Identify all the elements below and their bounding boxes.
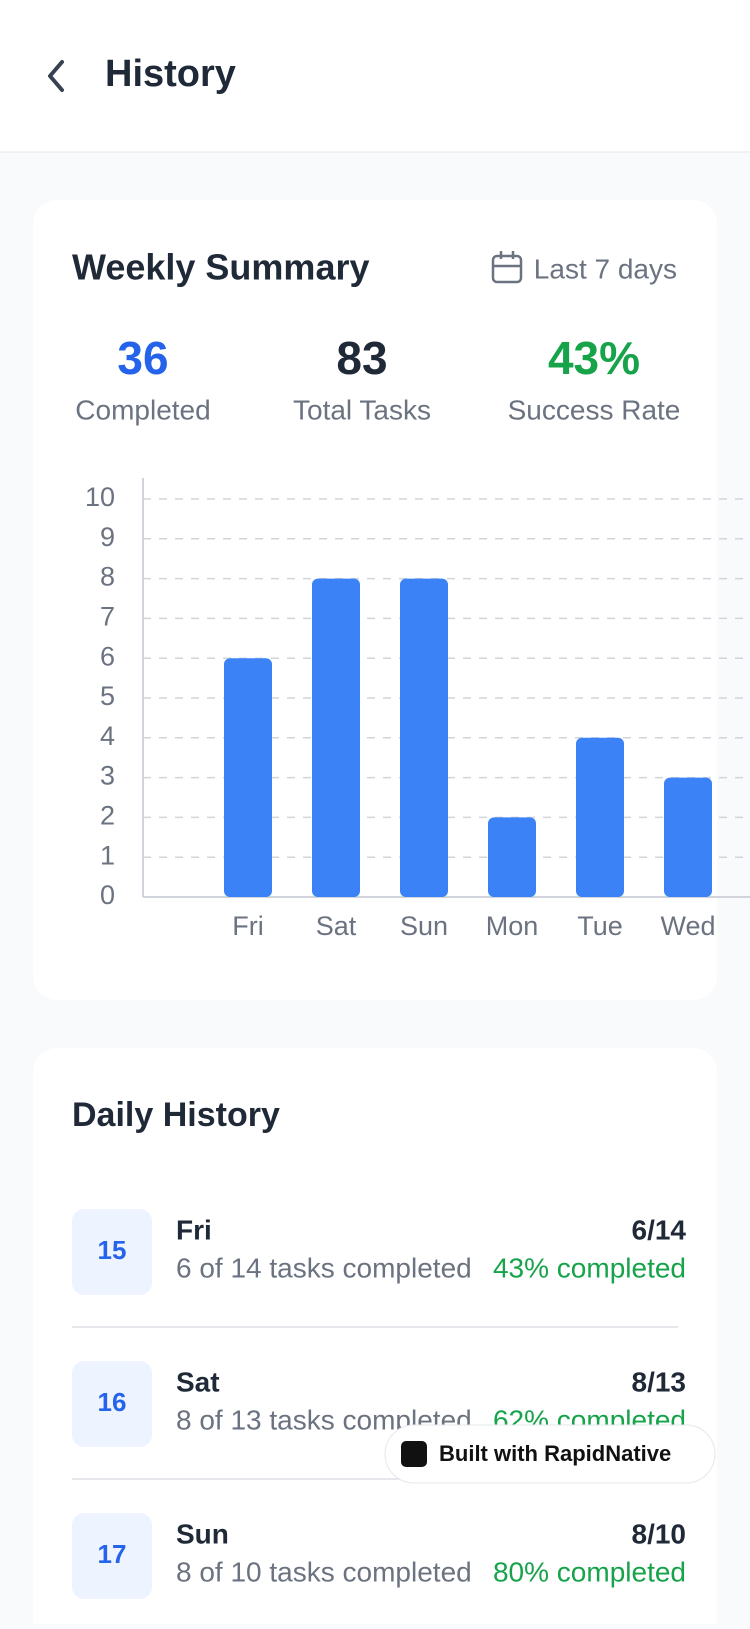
bar (664, 777, 712, 897)
range-label: Last 7 days (534, 253, 677, 284)
bar (576, 737, 624, 897)
y-tick-label: 0 (100, 880, 115, 910)
x-tick-label: Sat (316, 911, 357, 941)
day-name: Sat (176, 1366, 220, 1397)
header (0, 0, 750, 152)
day-fraction: 8/13 (632, 1366, 687, 1397)
day-percent: 80% completed (493, 1556, 686, 1587)
day-fraction: 8/10 (632, 1518, 687, 1549)
day-badge (72, 1513, 152, 1599)
x-tick-label: Fri (232, 911, 263, 941)
badge-bg (384, 1424, 716, 1484)
calendar-icon (491, 251, 523, 284)
y-tick-label: 3 (100, 761, 115, 791)
header-title: History (105, 53, 236, 95)
y-tick-label: 7 (100, 602, 115, 632)
x-tick-label: Tue (577, 911, 623, 941)
badge-text: Built with RapidNative (439, 1441, 671, 1466)
y-tick-label: 6 (100, 641, 115, 671)
y-tick-label: 10 (85, 482, 115, 512)
stat-value: 83 (336, 332, 387, 384)
built-badge[interactable]: Built with RapidNative (384, 1424, 716, 1484)
bar (312, 578, 360, 897)
badge-logo (401, 1441, 427, 1467)
day-badge (72, 1209, 152, 1295)
day-number: 15 (98, 1235, 127, 1265)
daily-card (33, 1048, 717, 1629)
summary-title: Weekly Summary (72, 247, 370, 288)
stat-label: Completed (75, 394, 210, 425)
stat-label: Success Rate (508, 394, 681, 425)
day-number: 16 (98, 1387, 127, 1417)
day-number: 17 (98, 1539, 127, 1569)
y-tick-label: 5 (100, 681, 115, 711)
y-tick-label: 9 (100, 522, 115, 552)
day-badge (72, 1361, 152, 1447)
stat-value: 36 (117, 332, 168, 384)
stat-value: 43% (548, 332, 640, 384)
stat-label: Total Tasks (293, 394, 431, 425)
y-tick-label: 8 (100, 562, 115, 592)
bar (224, 658, 272, 897)
day-name: Fri (176, 1214, 212, 1245)
y-tick-label: 4 (100, 721, 115, 751)
back-button[interactable] (48, 60, 64, 92)
day-detail: 8 of 10 tasks completed (176, 1556, 472, 1587)
day-percent: 43% completed (493, 1252, 686, 1283)
daily-title: Daily History (72, 1096, 280, 1134)
x-tick-label: Wed (660, 911, 715, 941)
summary-card (33, 200, 717, 1000)
bar (488, 817, 536, 897)
y-tick-label: 1 (100, 840, 115, 870)
x-tick-label: Mon (486, 911, 539, 941)
x-tick-label: Sun (400, 911, 448, 941)
day-name: Sun (176, 1518, 229, 1549)
y-tick-label: 2 (100, 801, 115, 831)
bar (400, 578, 448, 897)
day-fraction: 6/14 (632, 1214, 687, 1245)
day-detail: 6 of 14 tasks completed (176, 1252, 472, 1283)
